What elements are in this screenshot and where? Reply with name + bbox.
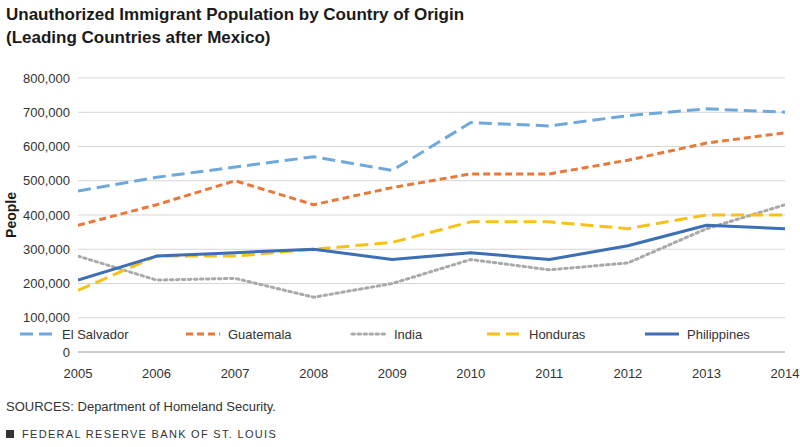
y-axis-label: People [3, 192, 19, 238]
grid-line [78, 317, 785, 318]
legend-label: Philippines [687, 327, 750, 342]
x-tick-label: 2014 [771, 366, 800, 381]
legend-swatch [645, 333, 679, 336]
y-tick-label: 200,000 [23, 276, 70, 291]
legend-label: El Salvador [62, 327, 129, 342]
grid-line [78, 352, 785, 353]
y-tick-label: 700,000 [23, 105, 70, 120]
legend-swatch [20, 333, 54, 336]
series-line [78, 215, 785, 290]
y-tick-label: 500,000 [23, 173, 70, 188]
subtitle: (Leading Countries after Mexico) [6, 28, 270, 47]
footer-square [6, 430, 14, 438]
legend: El Salvador Guatemala India Honduras Philipp… [20, 327, 750, 342]
x-tick-label: 2008 [299, 366, 328, 381]
legend-label: India [394, 327, 423, 342]
chart: Unauthorized Immigrant Population by Cou… [0, 0, 800, 447]
page: {"chart_data": { "type": "line", "title"… [0, 0, 800, 447]
grid-line [78, 215, 785, 216]
grid-line [78, 249, 785, 250]
series-line [78, 225, 785, 280]
y-tick-label: 600,000 [23, 139, 70, 154]
grid-line [78, 78, 785, 79]
legend-swatch [186, 333, 220, 336]
x-tick-label: 2009 [378, 366, 407, 381]
legend-label: Honduras [529, 327, 586, 342]
grid-line [78, 283, 785, 284]
series-line [78, 109, 785, 191]
y-tick-label: 100,000 [23, 310, 70, 325]
x-tick-label: 2005 [64, 366, 93, 381]
series-line [78, 205, 785, 297]
grid [78, 78, 785, 352]
x-tick-label: 2013 [692, 366, 721, 381]
title: Unauthorized Immigrant Population by Cou… [6, 5, 464, 24]
x-tick-label: 2006 [142, 366, 171, 381]
lines [78, 109, 785, 297]
x-tick-label: 2010 [456, 366, 485, 381]
footer: FEDERAL RESERVE BANK OF ST. LOUIS [22, 428, 277, 440]
y-tick-label: 800,000 [23, 71, 70, 86]
x-tick-label: 2012 [613, 366, 642, 381]
y-tick-label: 300,000 [23, 242, 70, 257]
legend-label: Guatemala [228, 327, 292, 342]
x-tick-label: 2011 [535, 366, 563, 381]
y-tick-label: 400,000 [23, 208, 70, 223]
series-line [78, 133, 785, 225]
legend-swatch [352, 333, 386, 336]
x-tick-label: 2007 [221, 366, 250, 381]
source: SOURCES: Department of Homeland Security… [6, 399, 276, 414]
y-tick-label: 0 [63, 345, 70, 360]
legend-swatch [487, 333, 521, 336]
